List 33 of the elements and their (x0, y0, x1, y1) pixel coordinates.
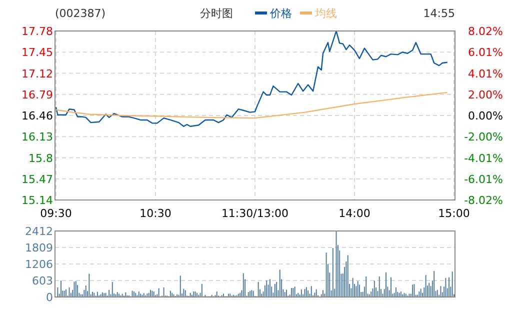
legend-label: 均线 (314, 7, 337, 20)
y2-tick-label: 6.01% (468, 46, 503, 60)
y2-tick-label: 8.02% (468, 25, 503, 38)
x-tick-label: 10:30 (140, 207, 172, 220)
y-tick-label: 16.79 (22, 88, 53, 102)
y2-tick-label: -6.01% (464, 172, 503, 186)
x-tick-label: 11:30/13:00 (221, 207, 289, 220)
x-tick-label: 15:00 (438, 207, 470, 220)
y-tick-label: 15.47 (22, 172, 53, 186)
y2-tick-label: -4.01% (464, 152, 503, 165)
legend-label: 价格 (269, 7, 292, 20)
x-tick-label: 14:00 (338, 207, 370, 220)
y-tick-label: 603 (32, 274, 53, 288)
y-tick-label: 16.46 (22, 110, 53, 122)
chart-subtitle: 分时图 (200, 7, 233, 20)
y-tick-label: 17.12 (22, 67, 53, 80)
y-tick-label: 1809 (25, 242, 53, 254)
text: 14:55 (423, 7, 455, 20)
y-tick-label: 16.13 (22, 130, 53, 144)
y-tick-label: 2412 (25, 225, 53, 238)
y-tick-label: 17.45 (22, 46, 53, 60)
y-tick-label: 15.14 (22, 194, 53, 207)
y2-tick-label: -2.00% (464, 130, 503, 144)
y2-tick-label: 4.01% (468, 67, 503, 80)
y-tick-label: 1206 (25, 258, 53, 271)
y-tick-label: 17.78 (22, 25, 53, 38)
chart-title: (002387) (55, 7, 106, 20)
y2-tick-label: -8.02% (464, 194, 503, 207)
y2-tick-label: 0.00% (468, 110, 503, 122)
y-tick-label: 0 (46, 291, 53, 304)
y-tick-label: 15.8 (28, 152, 53, 165)
y2-tick-label: 2.00% (468, 88, 503, 102)
x-tick-label: 09:30 (40, 207, 72, 220)
